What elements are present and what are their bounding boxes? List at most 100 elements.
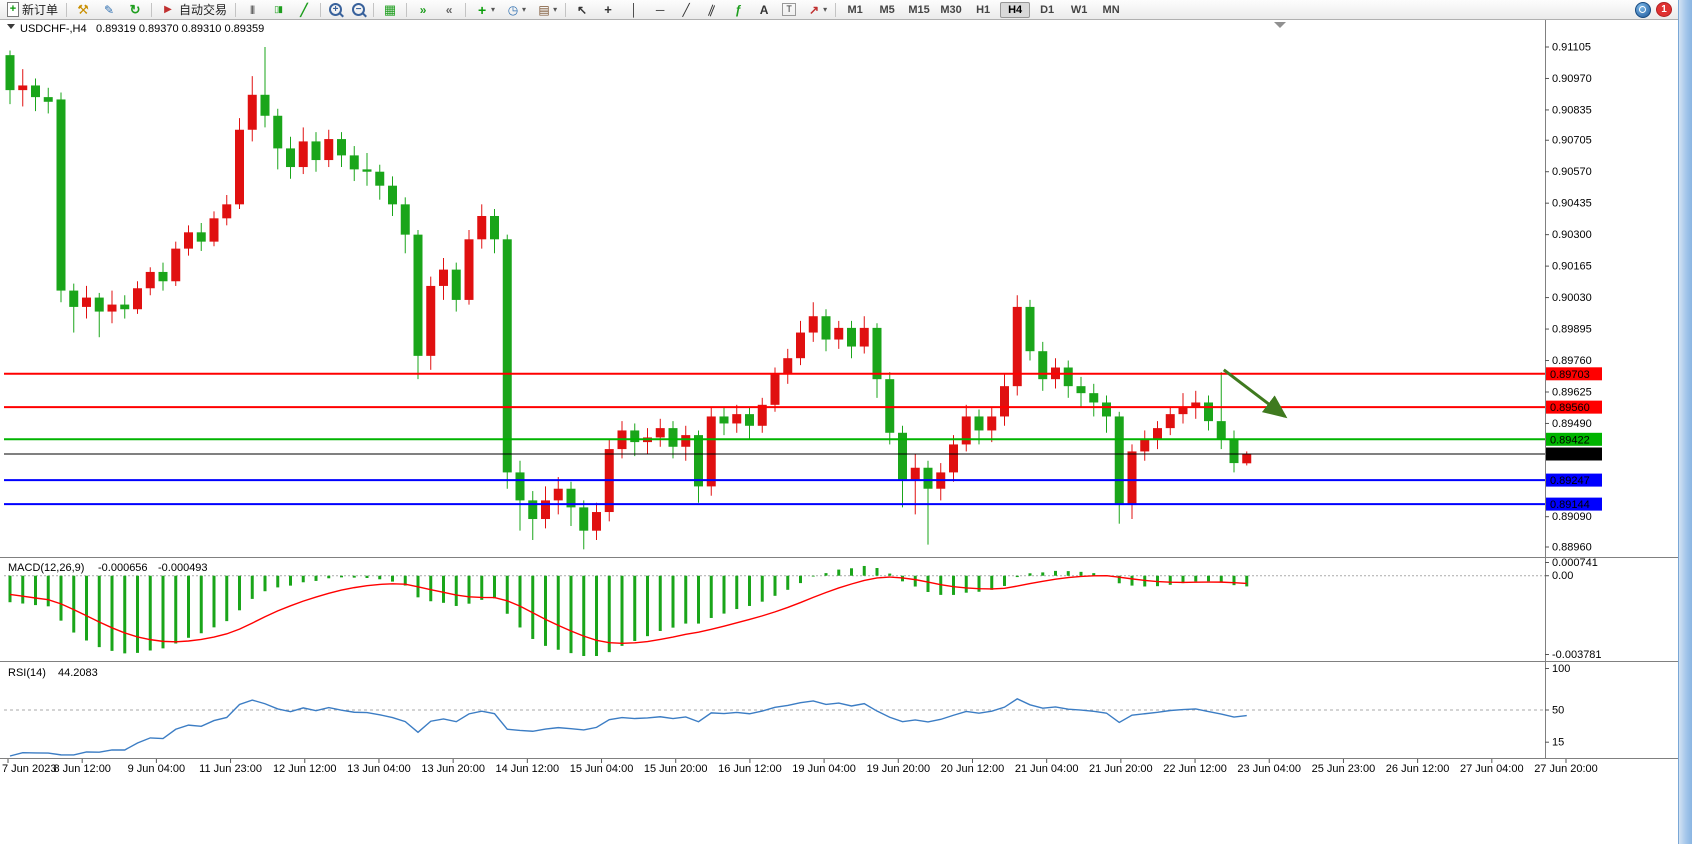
text-label-button[interactable]: T (778, 0, 800, 19)
notification-badge[interactable]: 1 (1656, 2, 1672, 17)
data-window-button[interactable]: ✎ (97, 0, 121, 19)
candlestick-chart-button[interactable]: ▯▮ (266, 0, 290, 19)
doc-plus-icon: + (7, 2, 19, 17)
candle (5, 55, 15, 91)
indicators-button[interactable]: + ▾ (470, 0, 499, 19)
price-badge-label: 0.89422 (1550, 434, 1590, 446)
price-axis-label: 0.90300 (1552, 229, 1592, 241)
time-axis-label: 22 Jun 12:00 (1163, 763, 1227, 775)
arrow-annotation[interactable] (1222, 368, 1288, 419)
refresh-button[interactable]: ↻ (123, 0, 147, 19)
candle (171, 248, 181, 282)
vertical-line-button[interactable]: │ (622, 0, 646, 19)
rsi-axis-label: 50 (1552, 705, 1564, 717)
dropdown-caret-icon[interactable]: ▾ (553, 5, 558, 14)
auto-scroll-button[interactable]: » (411, 0, 435, 19)
candle (56, 99, 66, 291)
timeframe-m15-button[interactable]: M15 (908, 3, 930, 16)
equidistant-channel-button[interactable]: ∥ (700, 0, 724, 19)
timeframe-h1-button[interactable]: H1 (976, 3, 991, 16)
template-icon: ▤ (538, 2, 550, 17)
rsi-label: RSI(14) (8, 667, 46, 679)
candle (898, 432, 907, 480)
chart-menu-icon[interactable] (7, 24, 15, 29)
resistance-line-1-badge (1546, 367, 1602, 381)
price-axis-label: 0.90970 (1552, 73, 1592, 85)
price-badge-label: 0.89144 (1550, 499, 1590, 511)
crosshair-button[interactable]: + (596, 0, 620, 19)
vline-icon: │ (630, 2, 638, 17)
candle (1114, 416, 1124, 506)
trendline-button[interactable]: ╱ (674, 0, 698, 19)
horizontal-line-button[interactable]: ─ (648, 0, 672, 19)
candle (732, 414, 742, 424)
toolbar-button-label: 自动交易 (179, 3, 228, 17)
timeframe-m5-button[interactable]: M5 (879, 3, 895, 16)
templates-button[interactable]: ▤ ▾ (532, 0, 561, 19)
dropdown-caret-icon[interactable]: ▾ (823, 5, 828, 14)
text-button[interactable]: A (752, 0, 776, 19)
candle (1178, 407, 1188, 415)
candle (31, 85, 40, 98)
new-order-button[interactable]: + 新订单 (3, 0, 62, 19)
candle (311, 141, 321, 161)
fibo-icon: ƒ (734, 2, 742, 17)
autotrading-button[interactable]: ▶ 自动交易 (156, 0, 231, 19)
dropdown-caret-icon[interactable]: ▾ (491, 5, 496, 14)
arrows-button[interactable]: ↗ ▾ (802, 0, 831, 19)
candle (1089, 393, 1099, 403)
periods-button[interactable]: ◷ ▾ (501, 0, 530, 19)
dropdown-caret-icon[interactable]: ▾ (522, 5, 527, 14)
candle (286, 148, 295, 168)
price-badge-label: 0.89560 (1550, 402, 1590, 414)
zoom-out-button[interactable]: − (348, 0, 369, 19)
candle (133, 288, 142, 310)
timeframe-m1-button[interactable]: M1 (847, 3, 863, 16)
chart-shift-button[interactable]: « (437, 0, 461, 19)
metaeditor-button[interactable]: ⚒ (71, 0, 95, 19)
line-chart-button[interactable]: ╱ (292, 0, 316, 19)
fibonacci-button[interactable]: ƒ (726, 0, 750, 19)
support-line-blue-2-badge (1546, 497, 1602, 511)
price-axis-label: 0.90435 (1552, 198, 1592, 210)
window-scrollbar[interactable] (1678, 0, 1692, 844)
timeframe-m30-button[interactable]: M30 (940, 3, 962, 16)
chart-shift-marker[interactable] (1274, 22, 1286, 28)
candle (770, 374, 780, 405)
candle (298, 141, 308, 168)
cursor-button[interactable]: ↖ (570, 0, 594, 19)
candle (949, 444, 958, 473)
level-lines[interactable] (4, 372, 1545, 506)
timeframe-h4-button[interactable]: H4 (1000, 1, 1031, 18)
candle (235, 129, 244, 205)
timeframe-mn-button[interactable]: MN (1102, 3, 1120, 16)
candle (847, 327, 856, 347)
candle (808, 316, 818, 333)
clock-icon: ◷ (507, 2, 519, 17)
candle (1038, 351, 1048, 380)
hline-icon: ─ (655, 2, 665, 17)
zoom-in-button[interactable]: + (325, 0, 346, 19)
indicators-icon: + (477, 1, 487, 18)
timeframe-d1-button[interactable]: D1 (1040, 3, 1055, 16)
candle (107, 304, 117, 312)
time-axis-label: 26 Jun 12:00 (1386, 763, 1450, 775)
candle (413, 234, 423, 356)
bars-icon: ||| (250, 4, 255, 14)
refresh-icon: ↻ (129, 2, 141, 17)
price-axis[interactable]: 0.91105 0.90970 0.90835 0.90705 0.90570 0.904… (1545, 42, 1592, 554)
macd-value-main: -0.000656 (98, 562, 148, 574)
time-axis-label: 25 Jun 23:00 (1312, 763, 1376, 775)
candle (974, 416, 984, 431)
search-icon[interactable] (1635, 1, 1651, 18)
timeframe-w1-button[interactable]: W1 (1070, 3, 1088, 16)
zoom-out-icon: − (352, 3, 366, 16)
price-axis-label: 0.89490 (1552, 418, 1592, 430)
bar-chart-button[interactable]: ||| (240, 0, 264, 19)
time-axis-label: 21 Jun 04:00 (1015, 763, 1079, 775)
tile-windows-button[interactable]: ▦ (378, 0, 402, 19)
trend-arrow[interactable] (1222, 368, 1288, 419)
